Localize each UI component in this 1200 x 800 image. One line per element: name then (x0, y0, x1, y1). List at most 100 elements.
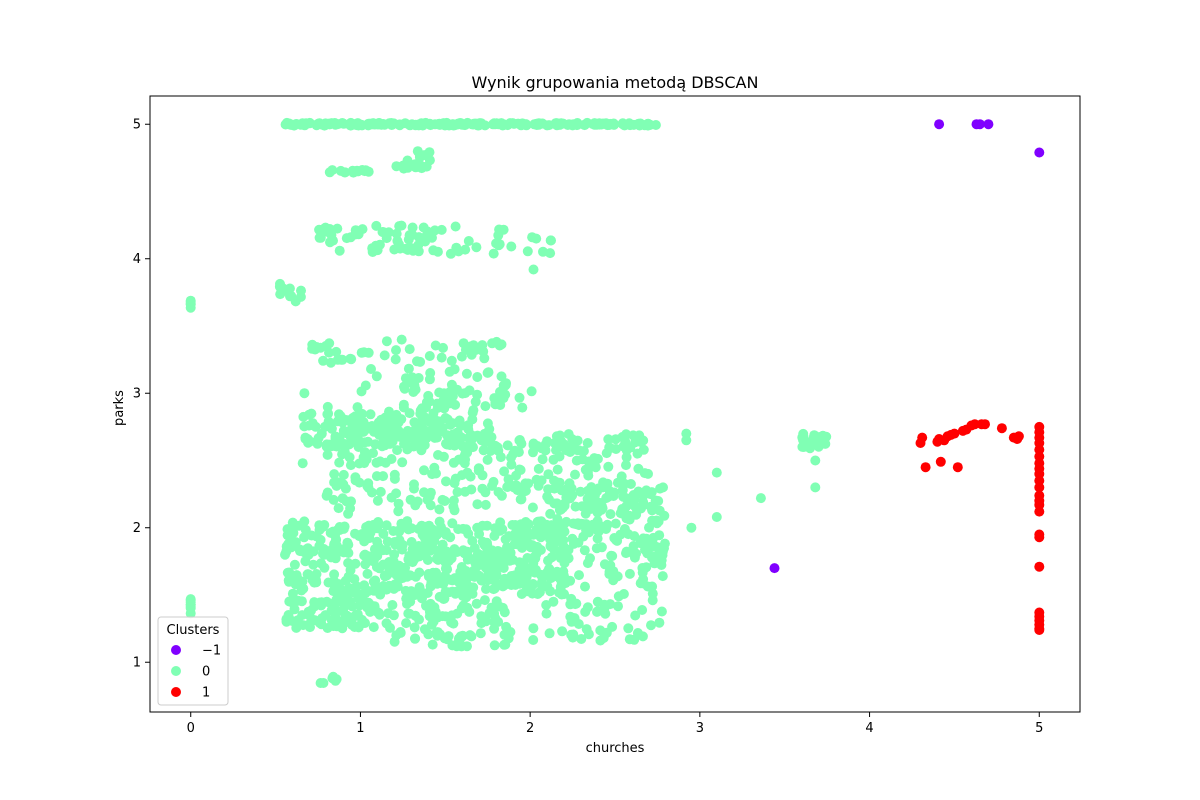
data-point (635, 538, 646, 549)
data-point (349, 622, 360, 632)
data-point (559, 589, 570, 600)
data-point (996, 423, 1007, 434)
data-point (494, 224, 505, 235)
data-point (533, 480, 544, 491)
data-point (308, 546, 319, 557)
data-point (543, 570, 554, 581)
data-point (304, 409, 314, 420)
data-point (419, 465, 429, 476)
data-point (462, 579, 473, 590)
data-point (375, 486, 386, 497)
data-point (460, 454, 471, 465)
data-point (392, 445, 403, 456)
data-point (452, 608, 463, 619)
data-point (657, 546, 668, 557)
data-point (421, 426, 432, 437)
data-point (438, 342, 448, 353)
data-point (330, 431, 341, 442)
data-point (287, 588, 298, 599)
data-point (646, 487, 657, 498)
data-point (607, 621, 618, 632)
data-point (402, 425, 413, 436)
data-point (331, 346, 342, 357)
data-point (289, 604, 300, 615)
data-point (414, 582, 425, 593)
data-point (462, 602, 473, 613)
legend-label: 0 (202, 665, 210, 680)
data-point (638, 497, 649, 508)
data-point (396, 334, 407, 345)
data-point (479, 353, 490, 364)
data-point (609, 533, 620, 543)
x-tick-label: 0 (187, 721, 195, 736)
data-point (447, 586, 458, 597)
data-point (357, 224, 368, 235)
data-point (480, 401, 491, 412)
data-point (504, 479, 515, 490)
data-point (346, 354, 357, 365)
data-point (422, 555, 433, 565)
data-point (542, 521, 553, 532)
data-point (559, 526, 570, 537)
data-point (527, 502, 538, 513)
data-point (314, 118, 325, 129)
y-tick-label: 5 (133, 118, 141, 133)
data-point (527, 540, 538, 551)
data-point (423, 629, 434, 640)
data-point (596, 119, 607, 130)
data-point (647, 581, 658, 592)
data-point (400, 373, 411, 384)
series-2 (915, 419, 1045, 635)
data-point (769, 563, 780, 574)
data-point (442, 564, 453, 575)
series-0 (769, 119, 1045, 574)
data-point (526, 386, 537, 397)
data-point (453, 633, 464, 644)
data-point (348, 612, 359, 623)
data-point (373, 119, 384, 130)
data-point (384, 557, 395, 567)
data-point (434, 387, 445, 398)
data-point (437, 539, 448, 550)
data-point (461, 368, 472, 379)
data-point (489, 608, 500, 619)
data-point (390, 424, 401, 435)
data-point (436, 352, 447, 363)
data-point (552, 464, 563, 475)
data-point (450, 221, 461, 232)
data-point (621, 513, 632, 524)
data-point (448, 495, 459, 506)
x-tick-label: 2 (526, 721, 534, 736)
data-point (563, 553, 574, 564)
data-point (482, 454, 493, 465)
data-point (563, 544, 574, 555)
y-axis: 1 2 3 4 5 (133, 118, 150, 671)
data-point (428, 245, 439, 256)
data-point (339, 439, 350, 449)
data-point (287, 523, 298, 534)
data-point (310, 421, 321, 432)
data-point (367, 243, 378, 254)
y-tick-label: 1 (133, 656, 141, 671)
data-point (385, 622, 395, 633)
data-point (508, 448, 519, 459)
data-point (537, 454, 548, 465)
data-point (458, 523, 469, 534)
data-point (337, 118, 348, 128)
data-point (397, 457, 408, 468)
data-point (344, 452, 355, 463)
data-point (574, 570, 584, 581)
data-point (483, 367, 494, 378)
data-point (363, 478, 374, 489)
data-point (603, 434, 614, 445)
data-point (410, 610, 421, 621)
data-point (1034, 506, 1045, 517)
data-point (499, 466, 510, 477)
data-point (506, 580, 517, 590)
data-point (398, 160, 408, 171)
data-point (284, 596, 295, 607)
data-point (595, 625, 606, 636)
data-point (363, 118, 374, 129)
data-point (384, 406, 394, 417)
